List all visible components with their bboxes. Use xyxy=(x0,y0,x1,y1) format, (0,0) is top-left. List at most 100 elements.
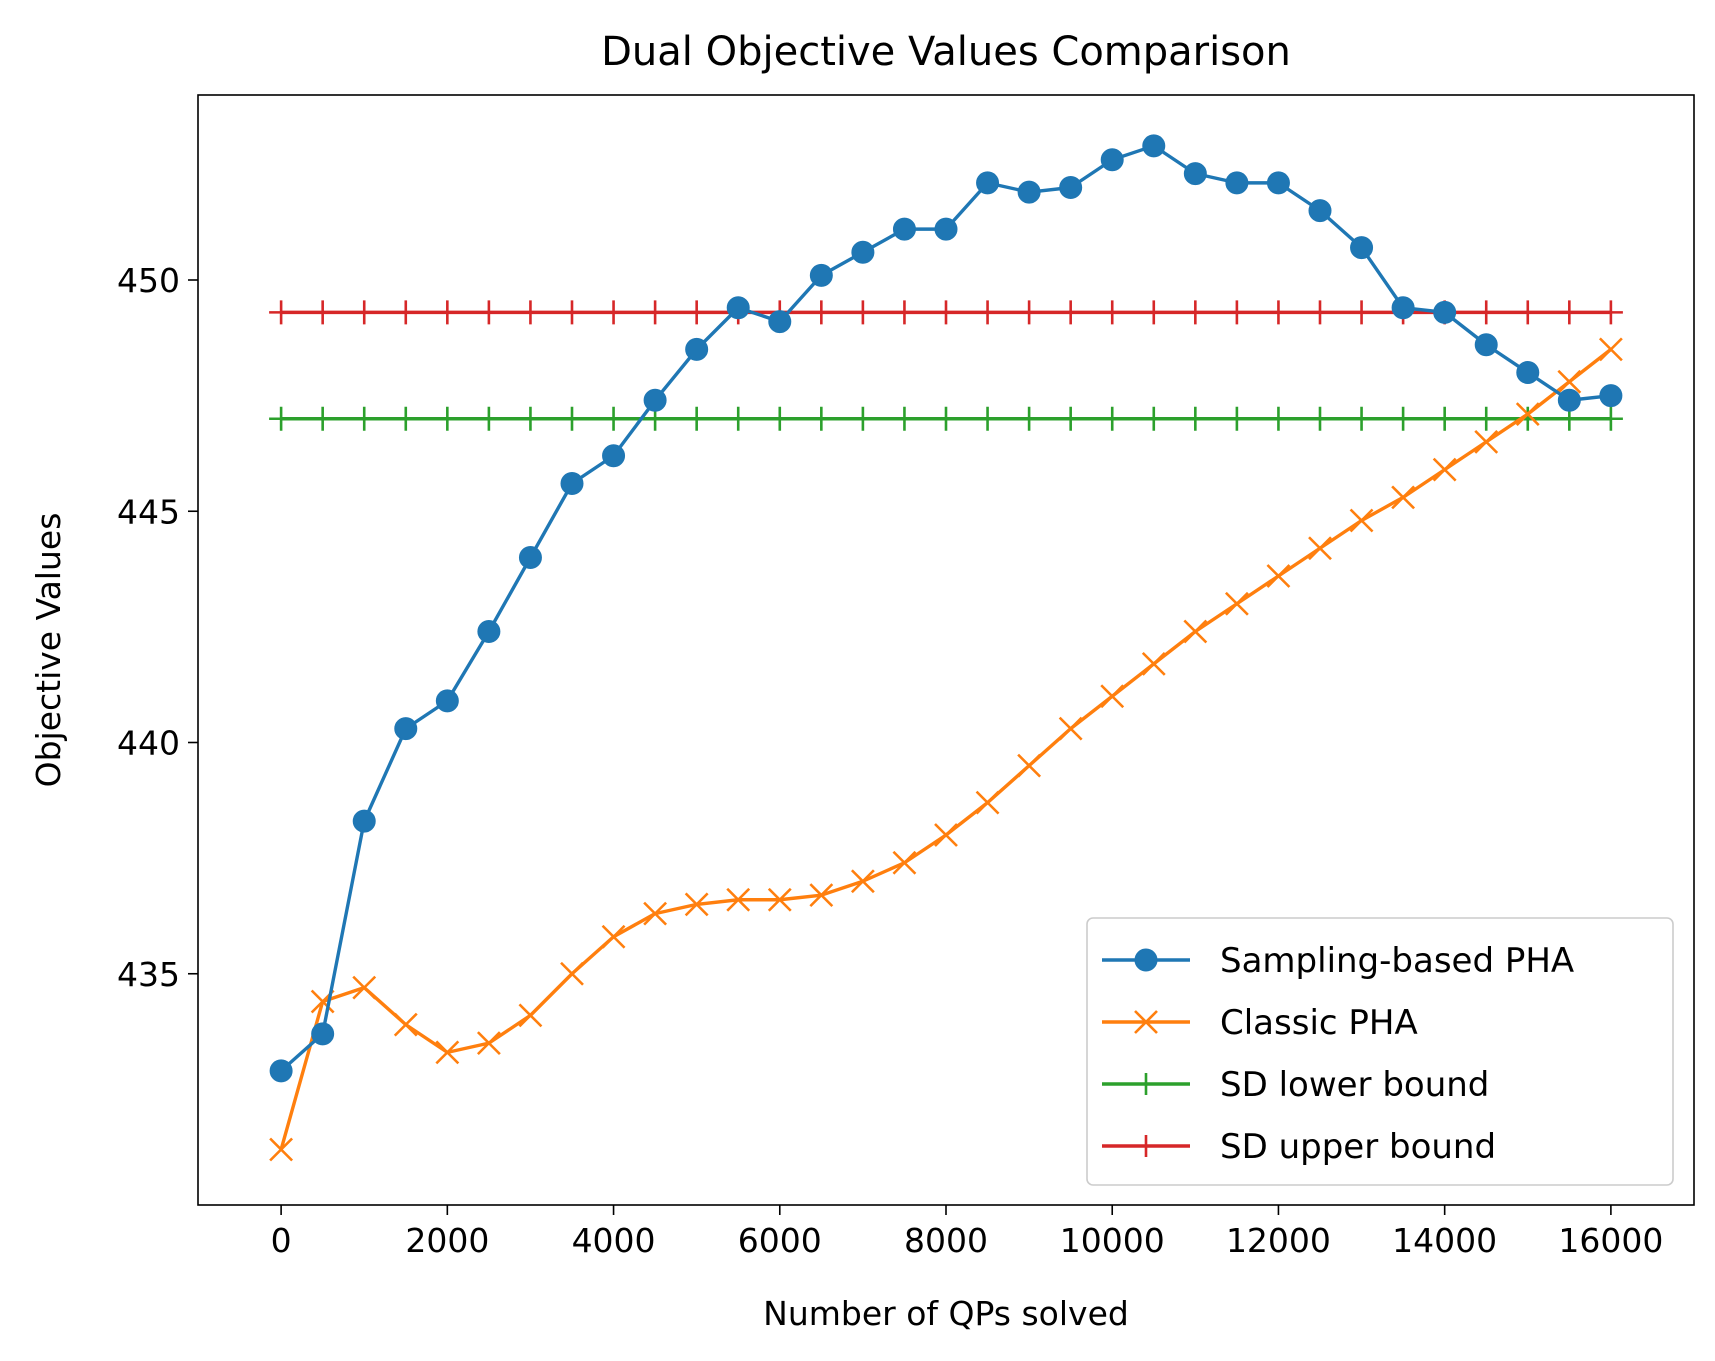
data-point xyxy=(1183,406,1208,431)
data-point xyxy=(1100,684,1125,709)
data-point xyxy=(269,300,294,325)
data-point xyxy=(809,406,834,431)
data-point xyxy=(269,1137,294,1162)
data-point xyxy=(934,823,958,847)
data-point xyxy=(352,975,377,1000)
data-point xyxy=(393,300,418,325)
data-point xyxy=(1432,406,1457,431)
data-point xyxy=(1224,591,1249,616)
data-point xyxy=(684,892,709,917)
legend-box xyxy=(1086,917,1674,1186)
data-point xyxy=(1350,236,1374,260)
chart-title: Dual Objective Values Comparison xyxy=(601,29,1291,75)
data-point xyxy=(934,217,958,241)
data-point xyxy=(1474,333,1498,357)
data-point xyxy=(1557,300,1582,325)
data-point xyxy=(1557,388,1581,412)
data-point xyxy=(518,406,543,431)
data-point xyxy=(1266,406,1291,431)
data-point xyxy=(934,300,958,325)
data-point xyxy=(602,444,626,468)
data-point xyxy=(311,1022,335,1046)
data-point xyxy=(518,1003,543,1028)
data-point xyxy=(393,1012,418,1037)
data-point xyxy=(684,406,709,431)
x-tick-label: 14000 xyxy=(1392,1221,1497,1260)
data-point xyxy=(560,472,584,495)
data-point xyxy=(1474,429,1499,454)
data-point xyxy=(1557,369,1582,394)
data-point xyxy=(1142,134,1166,158)
data-point xyxy=(269,1059,293,1083)
series-sd-lower-bound xyxy=(269,406,1623,431)
data-point xyxy=(352,809,376,833)
data-point xyxy=(975,300,1000,325)
data-point xyxy=(1224,406,1249,431)
y-axis-label: Objective Values xyxy=(29,513,68,788)
data-point xyxy=(1474,406,1499,431)
x-tick-label: 16000 xyxy=(1558,1221,1663,1260)
data-point xyxy=(685,337,709,361)
data-point xyxy=(643,300,668,325)
data-point xyxy=(1183,300,1208,325)
data-point xyxy=(1017,753,1042,778)
data-point xyxy=(1515,300,1540,325)
series-classic-pha xyxy=(269,337,1623,1162)
data-point xyxy=(809,883,834,908)
data-point xyxy=(975,406,1000,431)
data-point xyxy=(1308,536,1332,561)
x-tick-label: 0 xyxy=(271,1221,292,1260)
series-layer xyxy=(269,134,1623,1162)
data-point xyxy=(393,406,418,431)
data-point xyxy=(1598,337,1623,362)
data-point xyxy=(1141,300,1166,325)
plot-frame xyxy=(197,94,1695,1206)
data-point xyxy=(892,850,917,875)
data-point xyxy=(1349,300,1374,325)
data-point xyxy=(643,901,668,926)
data-point xyxy=(1141,651,1166,676)
y-tick-label: 450 xyxy=(117,261,180,300)
x-tick-label: 8000 xyxy=(904,1221,988,1260)
data-point xyxy=(892,217,916,241)
x-tick-label: 6000 xyxy=(738,1221,822,1260)
data-point xyxy=(560,300,584,325)
data-point xyxy=(1474,300,1499,325)
data-point xyxy=(560,406,584,431)
data-point xyxy=(518,300,543,325)
x-axis-label: Number of QPs solved xyxy=(763,1294,1129,1333)
data-point xyxy=(1225,171,1249,195)
data-point xyxy=(1349,508,1374,533)
axes: 0 2000 4000 6000 8000 10000 12000 14000 16000 435… xyxy=(117,261,1663,1260)
data-point xyxy=(643,388,667,412)
data-point xyxy=(726,406,751,431)
legend-marker xyxy=(1135,1073,1157,1095)
data-point xyxy=(1599,384,1623,408)
data-point xyxy=(851,240,875,264)
legend-item: Sampling-based PHA xyxy=(1102,941,1574,981)
data-point xyxy=(1266,171,1290,195)
data-point xyxy=(1266,300,1291,325)
data-point xyxy=(684,300,709,325)
data-point xyxy=(1017,180,1041,204)
x-tick-label: 4000 xyxy=(572,1221,656,1260)
data-point xyxy=(1224,300,1249,325)
data-point xyxy=(767,406,792,431)
data-point xyxy=(269,406,294,431)
data-point xyxy=(1183,162,1207,186)
data-point xyxy=(1059,176,1083,199)
data-point xyxy=(1100,406,1125,431)
data-point xyxy=(352,300,377,325)
data-point xyxy=(1433,300,1457,324)
data-point xyxy=(976,171,1000,195)
data-point xyxy=(768,310,792,334)
data-point xyxy=(726,887,751,912)
data-point xyxy=(1391,485,1416,510)
data-point xyxy=(476,300,501,325)
legend-item: SD lower bound xyxy=(1102,1065,1489,1105)
data-point xyxy=(892,300,917,325)
data-point xyxy=(1516,361,1540,384)
data-point xyxy=(435,689,459,713)
data-point xyxy=(1058,716,1083,741)
legend: Sampling-based PHA Classic PHA SD lower bo… xyxy=(1086,917,1674,1186)
